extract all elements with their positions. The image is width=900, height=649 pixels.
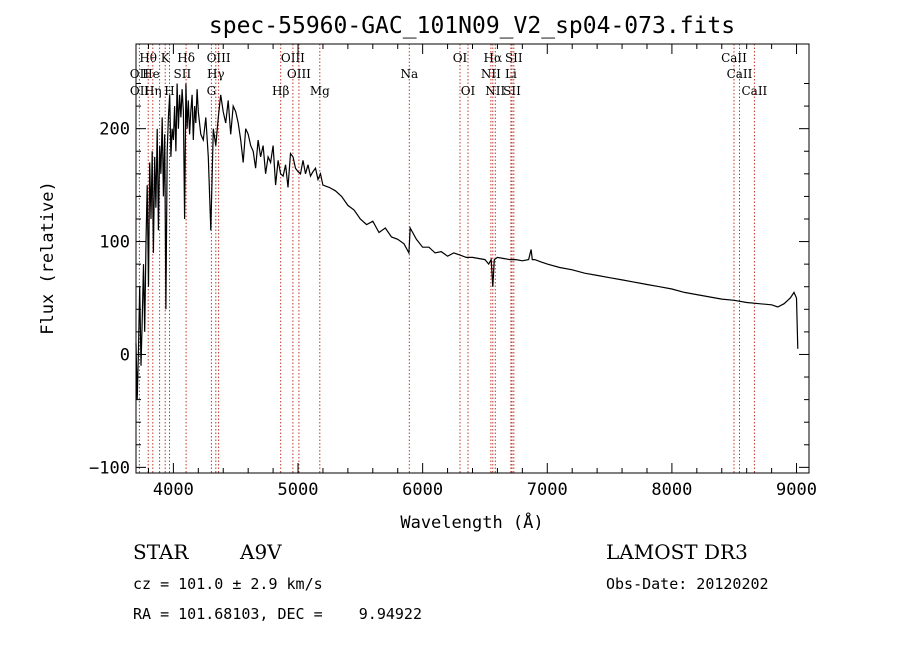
line-label-8: CaII — [721, 51, 747, 65]
y-tick-label-1: 0 — [120, 345, 130, 365]
line-label-15: NII — [481, 67, 501, 81]
line-label-14: Na — [400, 67, 418, 81]
x-tick-label-1: 5000 — [278, 480, 319, 500]
x-tick-label-0: 4000 — [153, 480, 194, 500]
spectral-subclass: A9V — [239, 540, 282, 564]
line-label-12: Hγ — [207, 67, 225, 81]
x-axis-ticks: 4000 5000 6000 7000 8000 9000 — [147, 44, 817, 500]
y-axis-ticks: −100 0 100 200 — [89, 83, 809, 478]
line-label-6: Hα — [484, 51, 503, 65]
spectral-line-markers — [138, 44, 755, 473]
line-label-20: H — [164, 84, 174, 98]
x-tick-label-4: 8000 — [651, 480, 692, 500]
line-label-3: OIII — [207, 51, 231, 65]
line-label-23: Mg — [310, 84, 330, 98]
line-label-24: OI — [461, 84, 476, 98]
line-label-16: Li — [505, 67, 517, 81]
spectrum-layer — [135, 83, 799, 400]
line-label-1: K — [161, 51, 171, 65]
line-label-25: NII — [485, 84, 505, 98]
redshift-velocity: cz = 101.0 ± 2.9 km/s — [133, 575, 323, 593]
x-tick-label-2: 6000 — [402, 480, 443, 500]
line-label-18: OII — [130, 84, 150, 98]
line-label-22: Hβ — [272, 84, 289, 98]
y-tick-label-3: 200 — [99, 120, 130, 140]
line-label-21: G — [207, 84, 217, 98]
x-tick-label-3: 7000 — [527, 480, 568, 500]
spectrum-series-0 — [135, 83, 799, 400]
line-label-13: OIII — [287, 67, 311, 81]
survey-name: LAMOST DR3 — [606, 540, 748, 564]
line-label-17: CaII — [727, 67, 753, 81]
ra-dec-coordinates: RA = 101.68103, DEC = 9.94922 — [133, 605, 422, 623]
line-label-4: OIII — [281, 51, 305, 65]
x-axis-label: Wavelength (Å) — [400, 511, 543, 533]
observation-date: Obs-Date: 20120202 — [606, 575, 769, 593]
y-tick-label-0: −100 — [89, 458, 130, 478]
chart-title: spec-55960-GAC_101N09_V2_sp04-073.fits — [209, 13, 735, 39]
line-label-10: He — [142, 67, 160, 81]
line-label-2: Hδ — [177, 51, 195, 65]
line-label-19: Hη — [144, 84, 162, 98]
line-label-9: OII — [130, 67, 150, 81]
line-label-0: Hθ — [139, 51, 157, 65]
line-label-7: SII — [505, 51, 523, 65]
plot-frame — [135, 43, 810, 474]
y-axis-label: Flux (relative) — [38, 181, 58, 335]
object-type: STAR — [133, 540, 189, 564]
line-label-11: SII — [174, 67, 192, 81]
line-label-27: CaII — [741, 84, 767, 98]
x-tick-label-5: 9000 — [776, 480, 817, 500]
y-tick-label-2: 100 — [99, 233, 130, 253]
line-label-5: OI — [453, 51, 468, 65]
line-label-26: SII — [503, 84, 521, 98]
